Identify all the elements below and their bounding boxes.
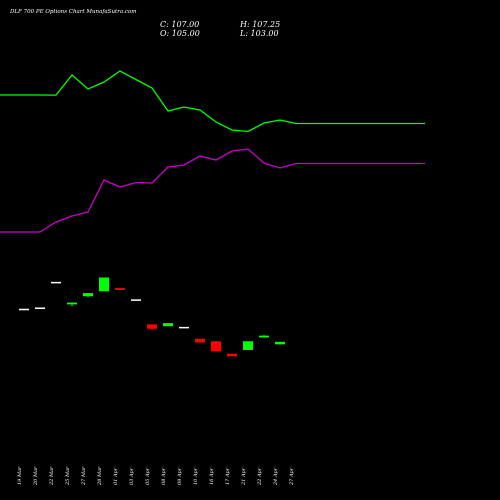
candle-body xyxy=(163,323,173,327)
upper-indicator-line xyxy=(0,70,425,133)
high-value: H: 107.25 xyxy=(240,20,281,29)
x-tick-label: 10 Apr xyxy=(193,467,199,485)
candle-body xyxy=(51,281,61,284)
candle-body xyxy=(243,341,253,350)
candle-16 xyxy=(275,341,285,345)
x-tick-label: 03 Apr xyxy=(129,467,135,485)
candle-10 xyxy=(179,326,189,329)
candle-1 xyxy=(35,307,45,309)
candle-body xyxy=(19,308,29,311)
candle-0 xyxy=(19,308,29,311)
candle-body xyxy=(115,288,125,290)
chart-title: DLF 700 PE Options Chart MunafaSutra.com xyxy=(10,9,137,15)
indicator-lines xyxy=(0,70,425,233)
candle-body xyxy=(83,293,93,297)
candle-5 xyxy=(99,277,109,292)
candle-13 xyxy=(227,353,237,357)
candle-12 xyxy=(211,341,221,352)
x-tick-label: 27 Apr xyxy=(289,467,295,486)
x-tick-label: 01 Apr xyxy=(113,467,119,485)
x-tick-label: 20 Mar xyxy=(33,466,39,486)
x-tick-label: 22 Apr xyxy=(257,467,263,486)
x-tick-label: 09 Apr xyxy=(177,467,183,485)
x-tick-label: 28 Mar xyxy=(97,466,103,486)
low-value: L: 103.00 xyxy=(240,29,279,38)
candle-body xyxy=(131,299,141,301)
candle-7 xyxy=(131,299,141,301)
x-axis-labels: 19 Mar 20 Mar 22 Mar 25 Mar 27 Mar 28 Mar 01 A… xyxy=(17,466,295,486)
candle-11 xyxy=(195,338,205,343)
candle-body xyxy=(35,307,45,309)
x-tick-label: 08 Apr xyxy=(161,467,167,485)
candle-3 xyxy=(67,302,77,307)
candle-body xyxy=(99,277,109,292)
x-tick-label: 19 Mar xyxy=(17,466,23,485)
candle-body xyxy=(227,353,237,357)
close-value: C: 107.00 xyxy=(160,20,200,29)
candle-body xyxy=(211,341,221,352)
candle-6 xyxy=(115,288,125,290)
x-tick-label: 16 Apr xyxy=(209,467,215,485)
candle-4 xyxy=(83,293,93,298)
candle-body xyxy=(67,302,77,305)
candle-body xyxy=(179,326,189,329)
candle-9 xyxy=(163,323,173,327)
candle-body xyxy=(195,338,205,343)
x-tick-label: 27 Mar xyxy=(81,466,87,486)
candle-2 xyxy=(51,281,61,284)
candle-body xyxy=(147,324,157,329)
candle-body xyxy=(275,341,285,345)
x-tick-label: 25 Mar xyxy=(65,466,71,486)
candle-14 xyxy=(243,341,253,350)
candle-15 xyxy=(259,335,269,338)
candle-8 xyxy=(147,324,157,329)
candles xyxy=(19,277,285,357)
lower-indicator-line xyxy=(0,148,425,233)
x-tick-label: 24 Apr xyxy=(273,467,279,486)
x-tick-label: 17 Apr xyxy=(225,467,231,485)
candle-body xyxy=(259,335,269,338)
open-value: O: 105.00 xyxy=(160,29,200,38)
x-tick-label: 22 Mar xyxy=(49,466,55,486)
x-tick-label: 21 Apr xyxy=(241,467,247,486)
x-tick-label: 05 Apr xyxy=(145,467,151,485)
